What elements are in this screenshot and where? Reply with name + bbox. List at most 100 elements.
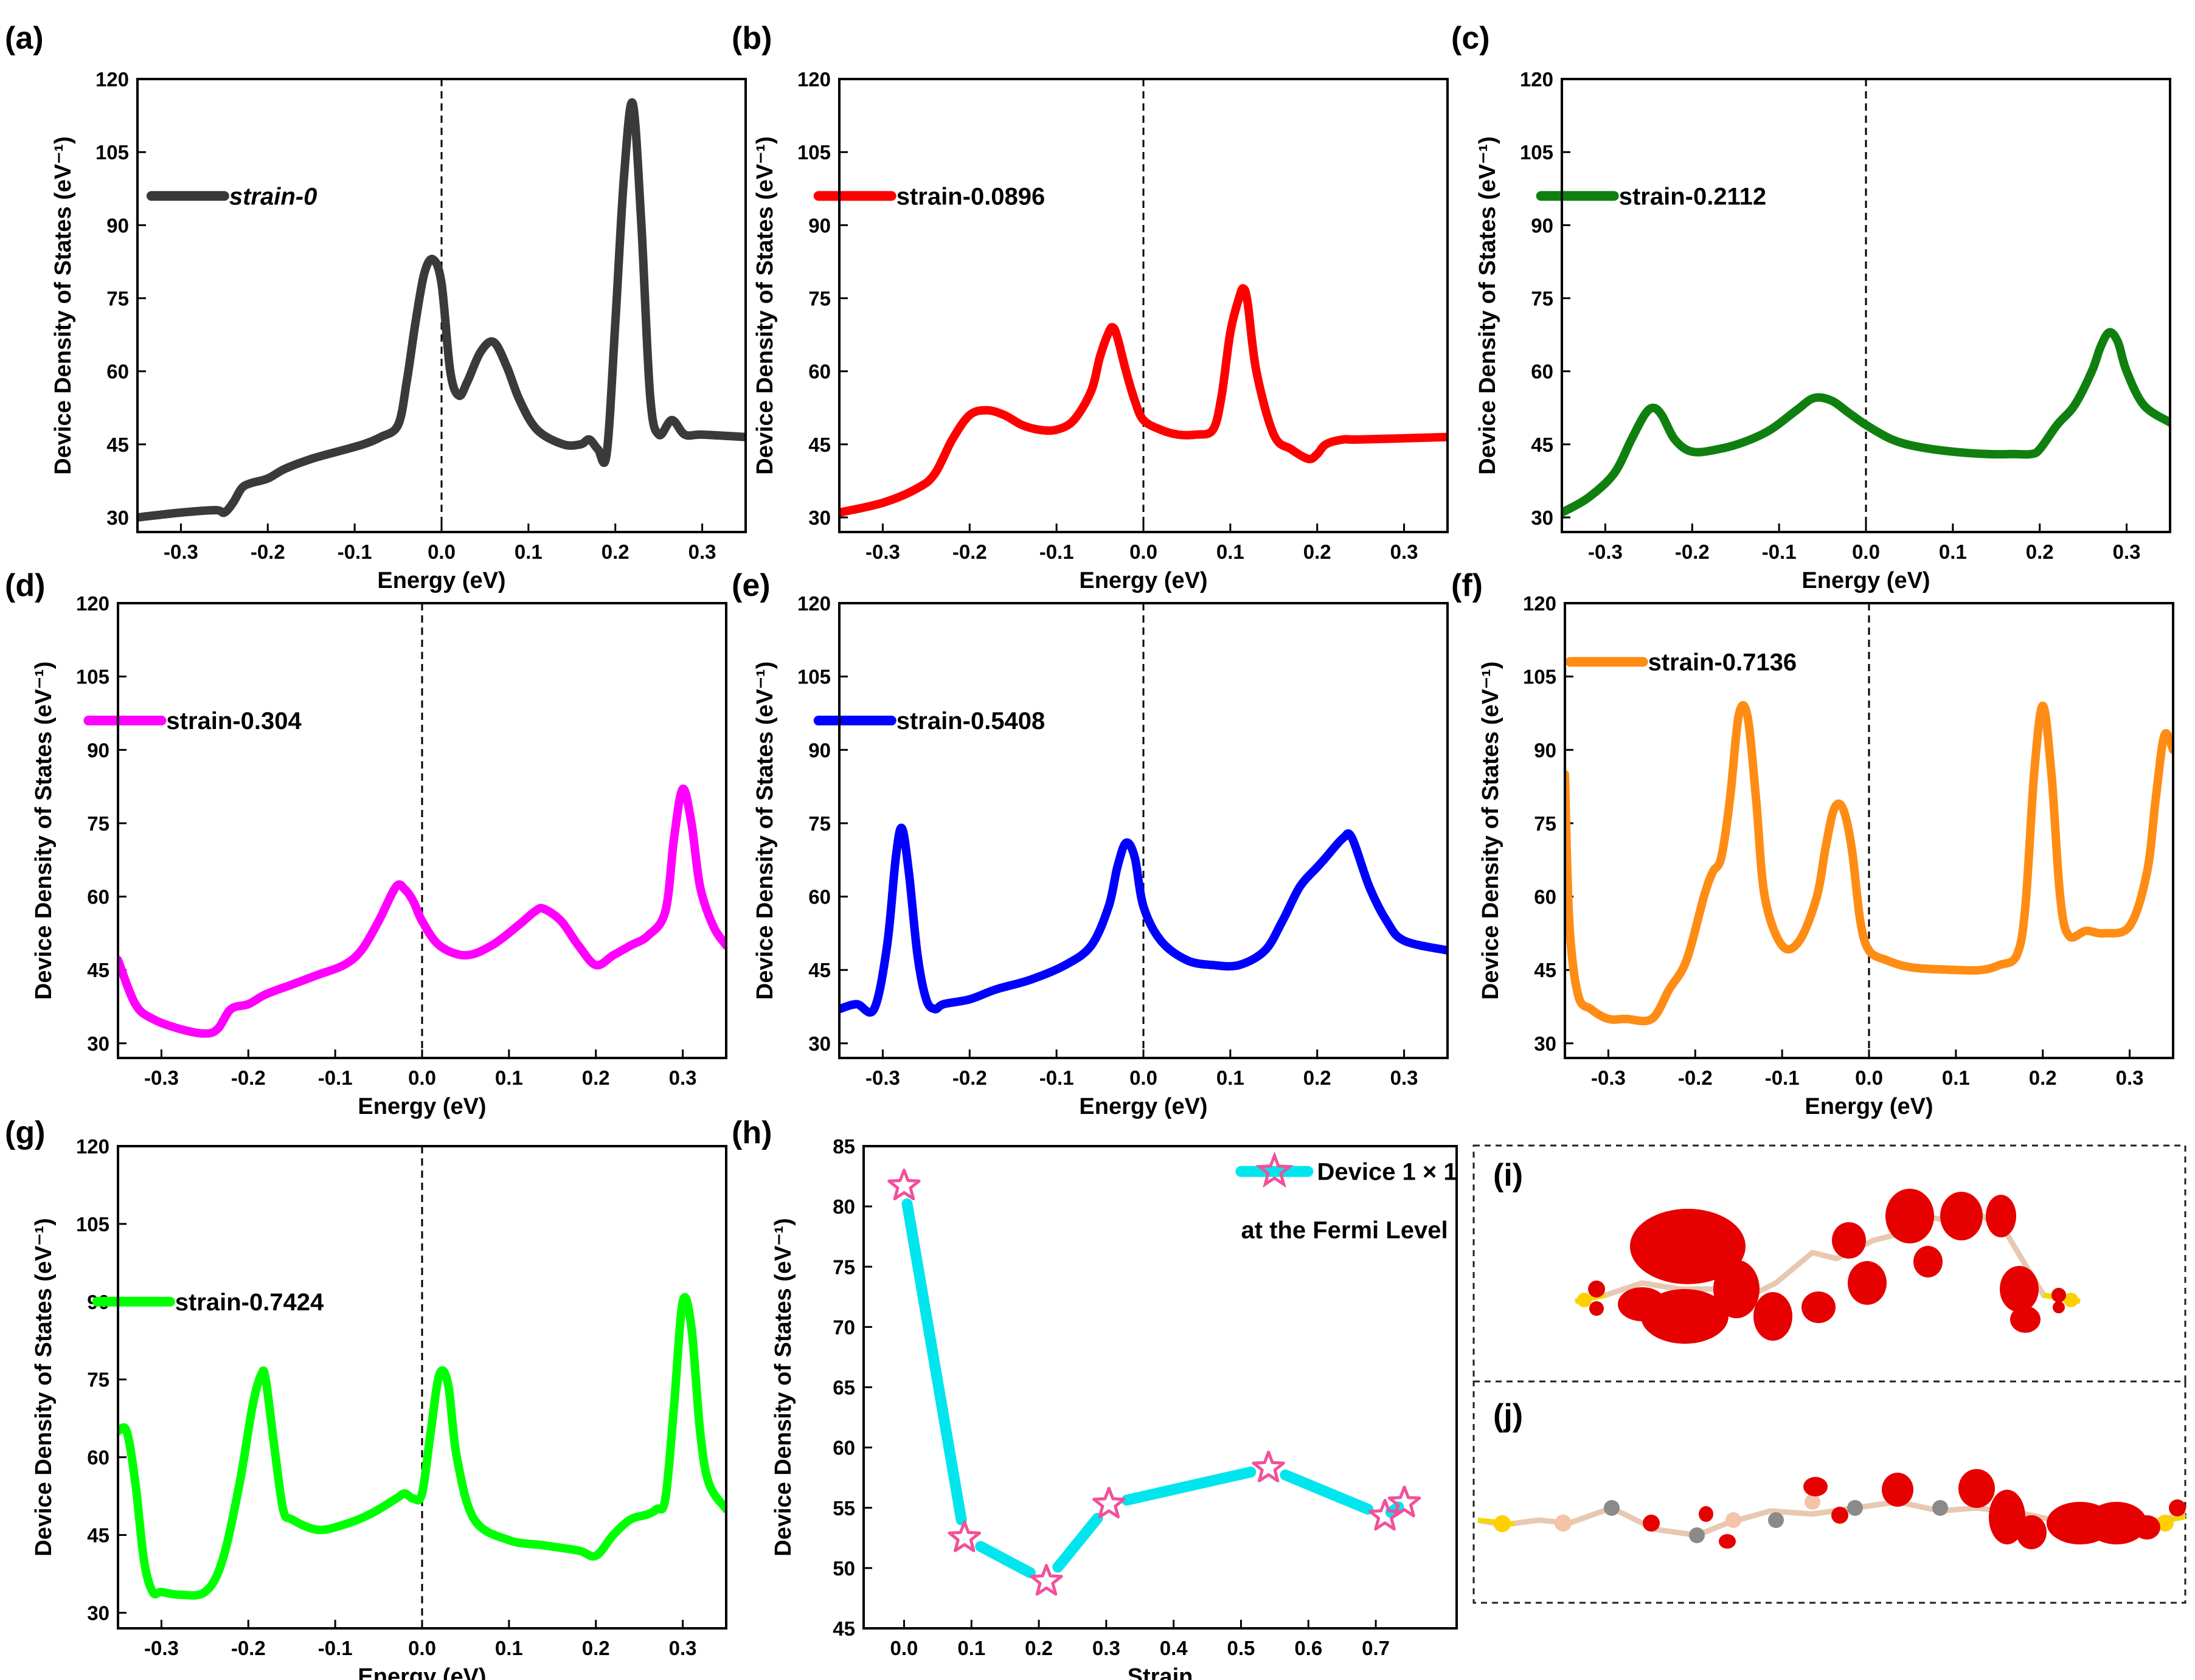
y-tick-label: 120 [1523,592,1556,615]
y-tick-label: 105 [76,666,109,688]
x-tick-label: -0.1 [338,541,372,563]
y-tick-label: 60 [1534,886,1556,908]
x-axis-label: Energy (eV) [377,568,505,593]
x-tick-label: 0.0 [1852,541,1880,563]
x-axis-label: Energy (eV) [358,1094,486,1119]
x-tick-label: -0.1 [1765,1066,1800,1089]
panel-f: (f) 30 45 60 75 90 105 120 -0.3 -0.2 -0.1 0.0 0.1 0.2… [1451,568,2174,1119]
legend-label: strain-0.2112 [1619,183,1766,210]
y-tick-label: 60 [87,886,109,908]
y-tick-label: 45 [833,1617,855,1640]
plot-frame [838,602,1449,1059]
x-axis-label: Energy (eV) [1079,568,1207,593]
y-axis-label: Device Density of States (eV⁻¹) [31,1218,57,1556]
y-tick-label: 75 [1534,812,1556,835]
y-tick-label: 60 [106,361,129,383]
plot-frame [136,78,747,533]
y-tick-label: 90 [1534,739,1556,761]
x-tick-label: -0.2 [952,541,987,563]
plot-frame [117,602,727,1059]
y-tick-label: 30 [808,506,831,529]
panel-j-letter: (j) [1493,1398,1523,1433]
y-tick-label: 105 [1520,141,1553,164]
x-tick-label: -0.2 [952,1066,987,1089]
x-axis-label: Strain [1128,1664,1193,1680]
y-tick-label: 120 [95,68,129,91]
y-tick-label: 105 [76,1213,109,1236]
x-tick-label: -0.3 [164,541,198,563]
y-tick-label: 90 [87,739,109,761]
x-tick-label: 0.1 [957,1637,985,1659]
molecule-structure-j [1477,1469,2186,1549]
x-tick-label: -0.2 [231,1066,266,1089]
y-tick-label: 105 [1523,666,1556,688]
x-tick-label: 0.1 [1939,541,1967,563]
y-tick-label: 90 [808,739,831,761]
legend-label: strain-0.7136 [1648,649,1797,676]
y-tick-label: 75 [808,812,831,835]
series-segment [901,1198,967,1526]
y-tick-label: 55 [833,1497,855,1519]
x-axis-label: Energy (eV) [1801,568,1930,593]
panel-letter: (d) [5,568,45,603]
x-axis-label: Energy (eV) [1805,1094,1933,1119]
x-tick-label: -0.3 [144,1066,179,1089]
panel-letter: (f) [1451,568,1483,603]
x-tick-label: 0.3 [1390,1066,1418,1089]
legend-label: strain-0.0896 [896,183,1045,210]
y-tick-label: 60 [808,886,831,908]
panel-j-frame [1472,1380,2186,1604]
x-tick-label: -0.1 [318,1637,353,1659]
y-axis-label: Device Density of States (eV⁻¹) [752,136,778,474]
plot-frame [838,78,1449,533]
plot-frame [862,1145,1458,1630]
series-segment [975,1541,1036,1578]
series-line [839,284,1448,517]
series-segment [1280,1469,1374,1515]
panel-letter: (e) [732,568,771,603]
x-tick-label: 0.2 [1303,541,1331,563]
panel-d: (d) 30 45 60 75 90 105 120 -0.3 -0.2 -0.1 0.0 0.1 0.2… [5,568,727,1119]
y-tick-label: 45 [106,434,129,456]
y-tick-label: 60 [808,361,831,383]
data-point-star [1030,1564,1063,1596]
x-tick-label: 0.3 [688,541,716,563]
panel-letter: (a) [5,21,44,56]
y-tick-label: 120 [1520,68,1553,91]
y-tick-label: 45 [1534,959,1556,981]
x-tick-label: 0.0 [1855,1066,1883,1089]
x-tick-label: 0.1 [1942,1066,1970,1089]
x-tick-label: 0.2 [2026,541,2054,563]
x-tick-label: 0.0 [1129,1066,1157,1089]
x-tick-label: -0.3 [865,541,900,563]
plot-frame [1564,602,2174,1059]
y-axis-label: Device Density of States (eV⁻¹) [752,662,778,1000]
y-axis-label: Device Density of States (eV⁻¹) [1475,136,1500,474]
legend-label: strain-0.304 [166,708,302,735]
y-tick-label: 45 [87,1524,109,1547]
y-tick-label: 120 [76,1135,109,1158]
x-tick-label: 0.3 [2113,541,2141,563]
y-axis-label: Device Density of States (eV⁻¹) [1478,662,1503,1000]
x-tick-label: 0.3 [669,1637,697,1659]
series-line [118,1293,726,1600]
x-tick-label: 0.0 [408,1066,436,1089]
y-tick-label: 105 [797,666,831,688]
y-tick-label: 75 [833,1256,855,1278]
series-line [839,823,1448,1017]
series-line [1565,700,2173,1026]
y-axis-label: Device Density of States (eV⁻¹) [771,1218,796,1556]
y-tick-label: 60 [87,1447,109,1469]
legend-label: Device 1 × 1 [1317,1159,1457,1186]
panel-g: (g)3045607590105120-0.3-0.2-0.10.00.10.2… [5,1115,727,1680]
y-tick-label: 60 [833,1437,855,1459]
legend-label: strain-0 [229,183,317,210]
x-tick-label: 0.5 [1227,1637,1255,1659]
y-tick-label: 45 [87,959,109,981]
x-tick-label: 0.4 [1160,1637,1188,1659]
panel-i-frame [1472,1144,2186,1383]
data-point-star [1252,1450,1285,1482]
y-tick-label: 60 [1531,361,1553,383]
y-tick-label: 120 [76,592,109,615]
